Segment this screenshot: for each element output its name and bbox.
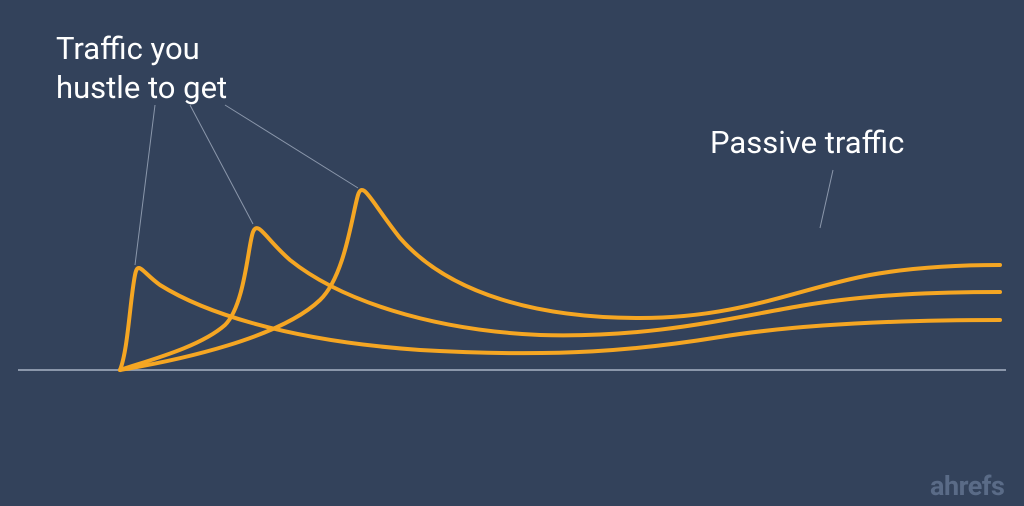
- hustle-traffic-label: Traffic you hustle to get: [56, 30, 227, 108]
- brand-logo-text: ahrefs: [930, 470, 1004, 502]
- passive-traffic-label: Passive traffic: [710, 124, 904, 163]
- chart-stage: Traffic you hustle to get Passive traffi…: [0, 0, 1024, 506]
